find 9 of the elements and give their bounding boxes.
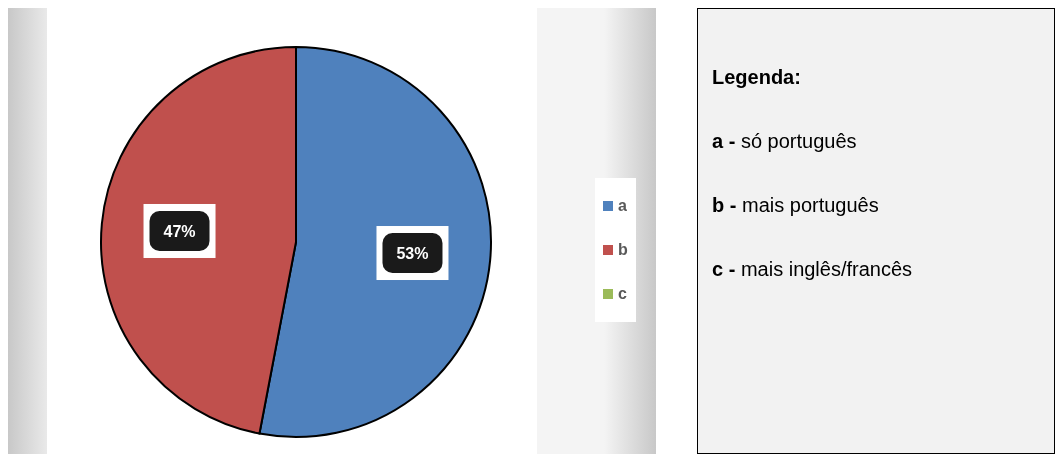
data-label: 47% — [163, 222, 196, 240]
text: b - mais português — [712, 193, 880, 218]
text: c - mais inglês/francês — [712, 257, 914, 282]
text: a - só português — [712, 129, 858, 154]
legend-label: b — [617, 240, 628, 260]
legend-label: c — [617, 284, 628, 304]
text: Legenda: — [712, 65, 802, 90]
legend-label: a — [617, 196, 628, 216]
data-label: 53% — [396, 245, 429, 263]
